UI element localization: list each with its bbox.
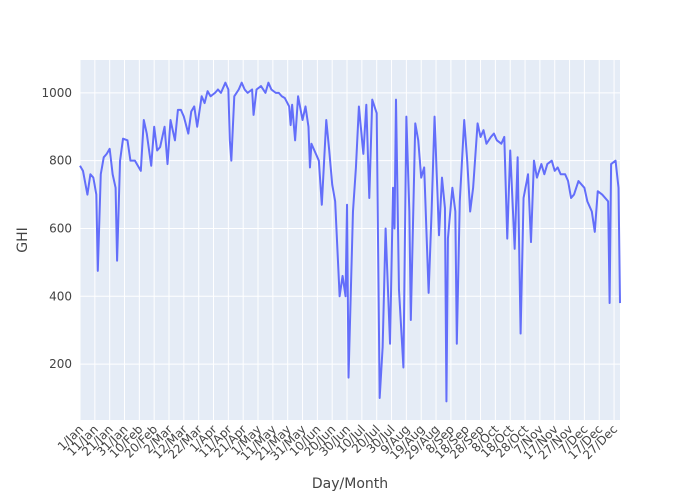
data-line <box>79 81 621 403</box>
plot-area <box>80 60 620 420</box>
y-axis-title: GHI <box>15 227 31 253</box>
y-tick-label: 200 <box>49 357 72 371</box>
y-tick-label: 400 <box>49 289 72 303</box>
x-axis-title: Day/Month <box>312 476 388 492</box>
y-tick-label: 1000 <box>41 86 72 100</box>
y-tick-label: 800 <box>49 154 72 168</box>
y-tick-label: 600 <box>49 221 72 235</box>
